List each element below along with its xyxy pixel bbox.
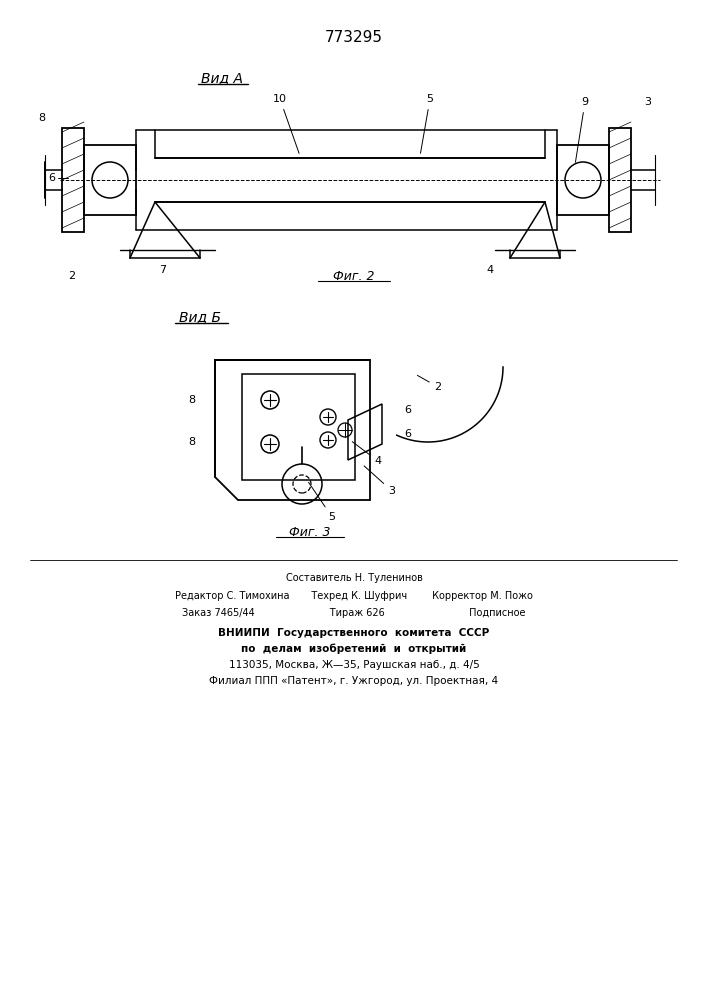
Text: Вид Б: Вид Б	[179, 310, 221, 324]
Text: 4: 4	[352, 442, 382, 466]
Text: 8: 8	[189, 395, 196, 405]
Text: Вид А: Вид А	[201, 71, 243, 85]
Text: Заказ 7465/44                        Тираж 626                           Подписн: Заказ 7465/44 Тираж 626 Подписн	[182, 608, 526, 618]
Text: 7: 7	[160, 265, 167, 275]
Text: Филиал ППП «Патент», г. Ужгород, ул. Проектная, 4: Филиал ППП «Патент», г. Ужгород, ул. Про…	[209, 676, 498, 686]
Bar	[557, 145, 609, 215]
Text: 113035, Москва, Ж—35, Раушская наб., д. 4/5: 113035, Москва, Ж—35, Раушская наб., д. …	[228, 660, 479, 670]
Text: 5: 5	[308, 482, 336, 522]
Bar	[84, 145, 136, 215]
Text: по  делам  изобретений  и  открытий: по делам изобретений и открытий	[241, 644, 467, 654]
Text: 6: 6	[49, 173, 56, 183]
Text: Составитель Н. Туленинов: Составитель Н. Туленинов	[286, 573, 423, 583]
Text: 3: 3	[364, 466, 395, 496]
Text: 5: 5	[421, 94, 433, 153]
Text: 6: 6	[404, 405, 411, 415]
Text: ВНИИПИ  Государственного  комитета  СССР: ВНИИПИ Государственного комитета СССР	[218, 628, 490, 638]
Text: 2: 2	[69, 271, 76, 281]
Text: Редактор С. Тимохина       Техред К. Шуфрич        Корректор М. Пожо: Редактор С. Тимохина Техред К. Шуфрич Ко…	[175, 591, 533, 601]
Text: 4: 4	[486, 265, 493, 275]
Text: 8: 8	[38, 113, 45, 123]
Text: 8: 8	[189, 437, 196, 447]
Text: 10: 10	[273, 94, 299, 153]
Text: 2: 2	[417, 375, 442, 392]
Text: 6: 6	[404, 429, 411, 439]
Text: Фиг. 3: Фиг. 3	[289, 526, 331, 538]
Text: 3: 3	[645, 97, 651, 107]
Text: Фиг. 2: Фиг. 2	[333, 269, 375, 282]
Text: 9: 9	[575, 97, 588, 162]
Bar	[609, 128, 631, 232]
Text: 773295: 773295	[325, 30, 383, 45]
Bar	[62, 128, 84, 232]
